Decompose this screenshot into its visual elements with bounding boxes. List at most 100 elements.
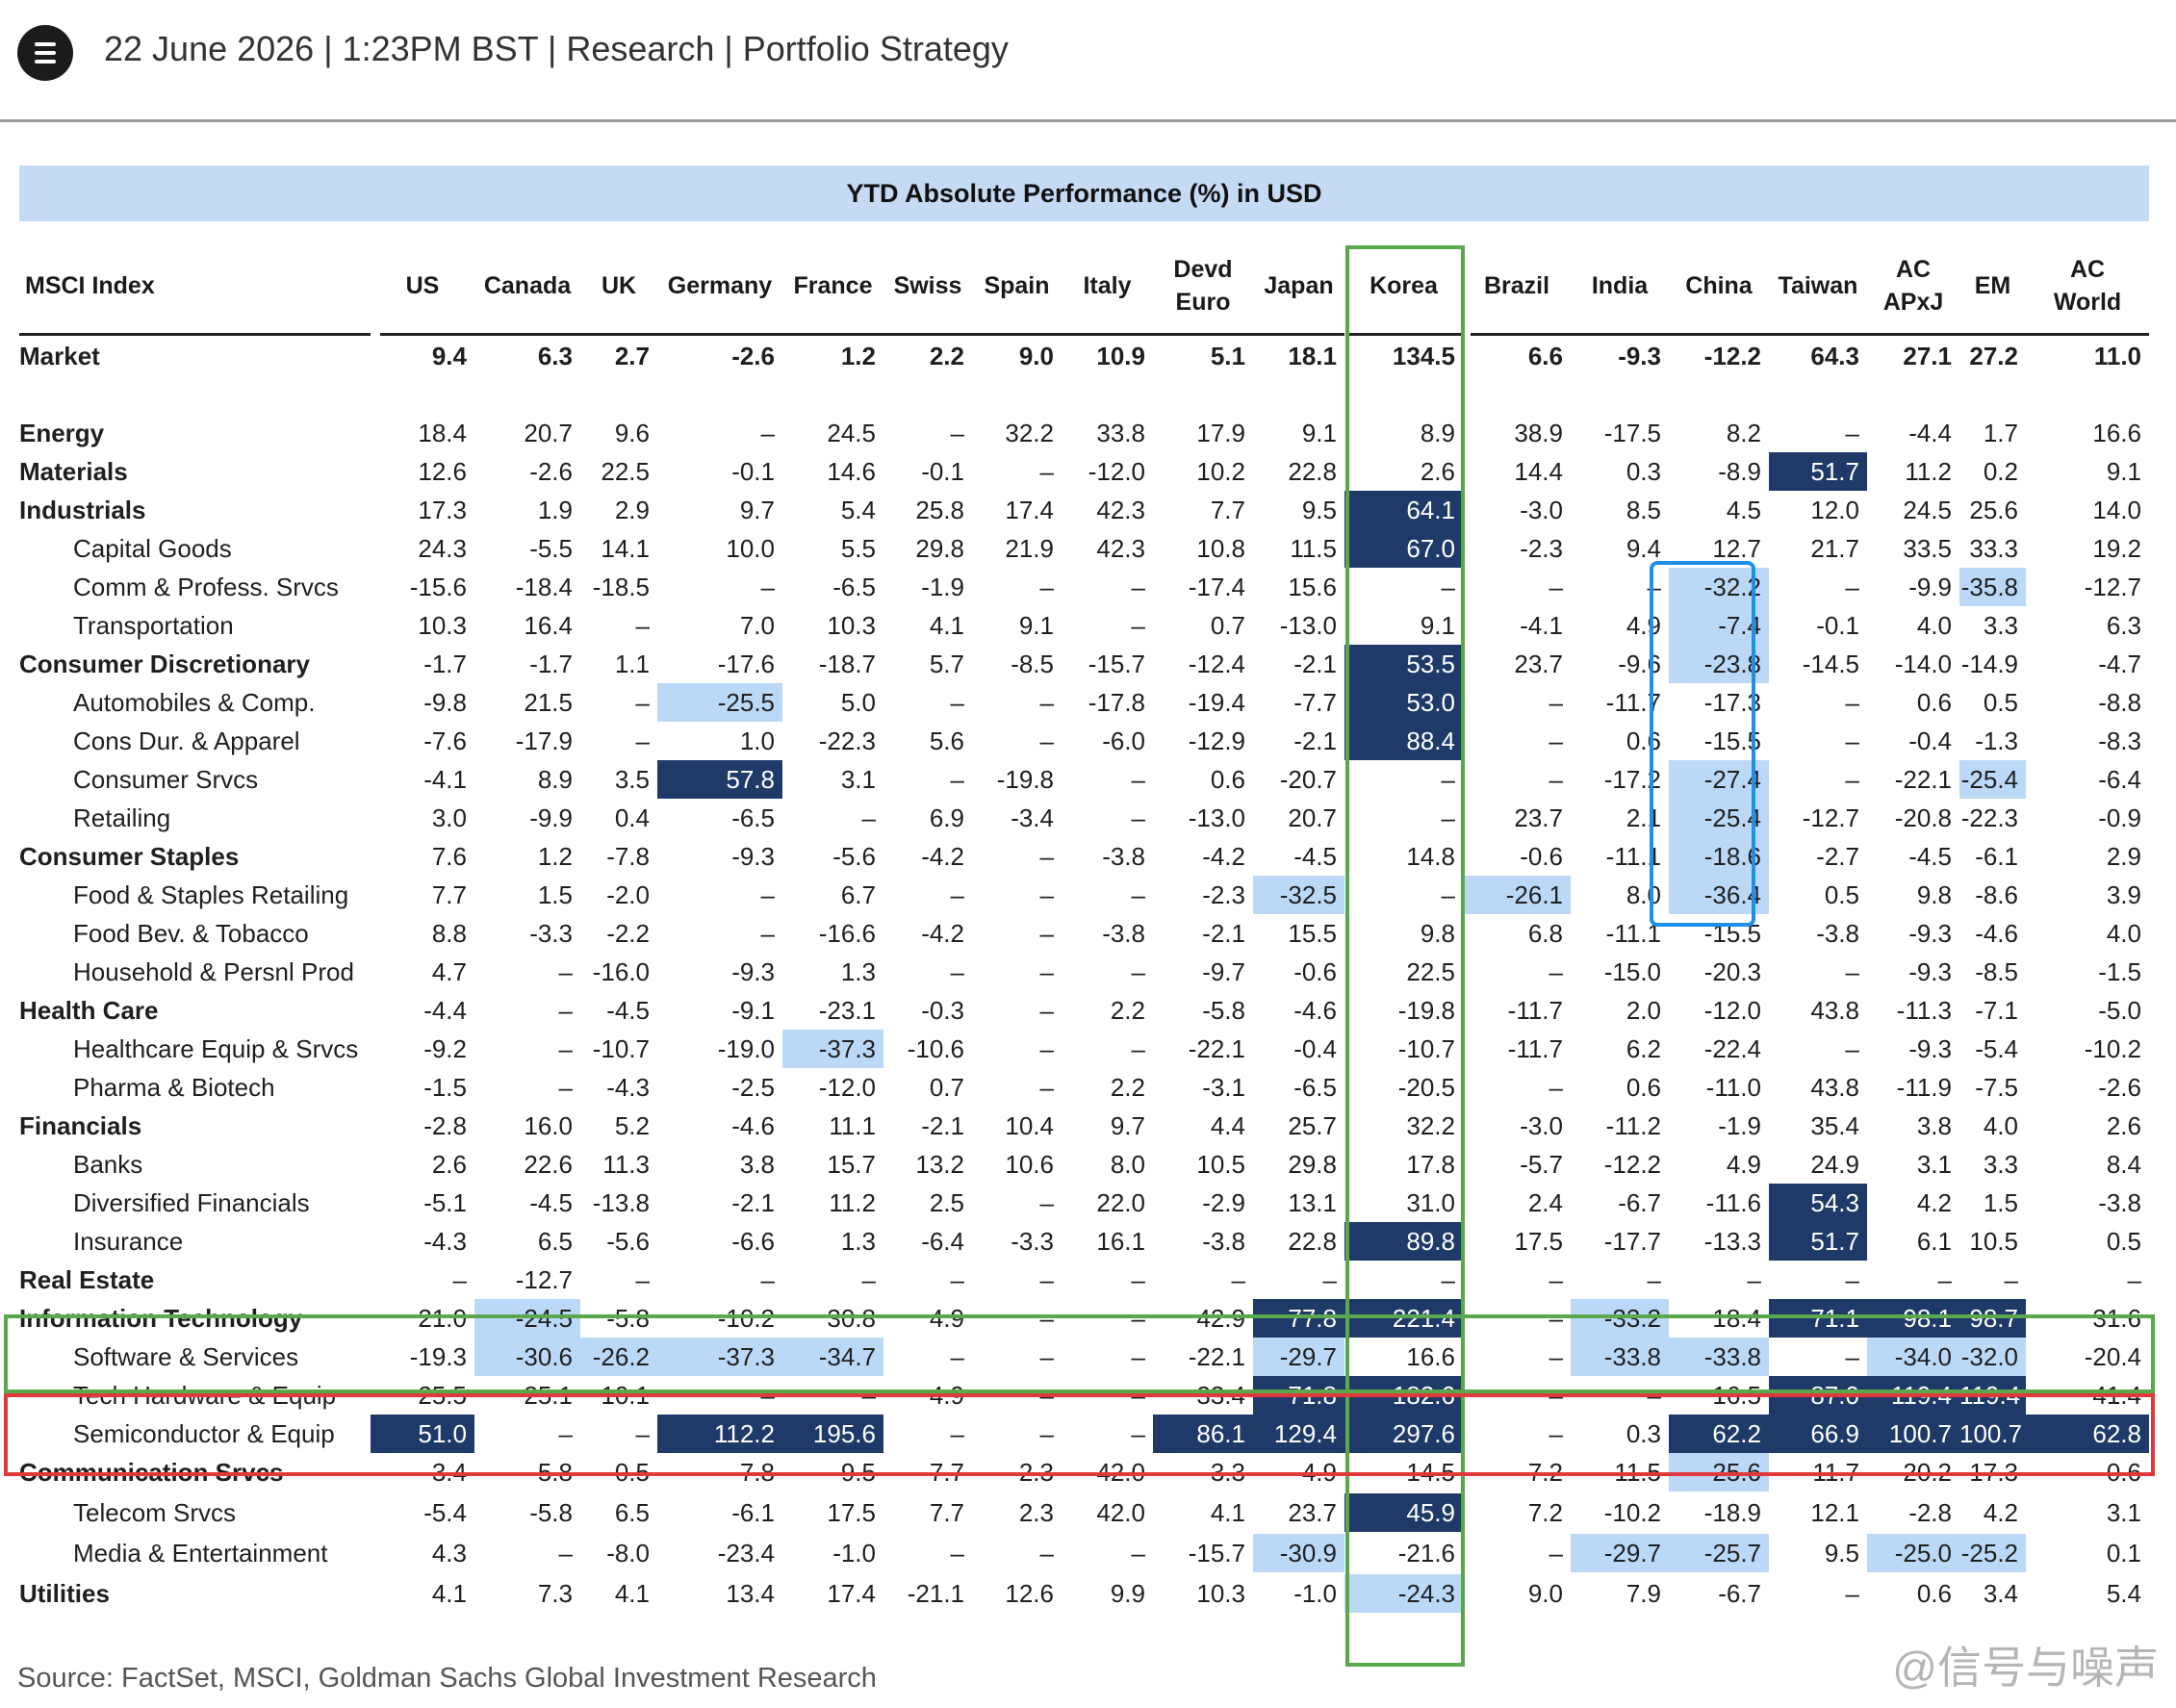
table-cell: 14.8: [1406, 842, 1455, 871]
table-cell: 7.7: [929, 1498, 964, 1527]
table-cell: 24.5: [1903, 496, 1952, 524]
table-cell: -1.9: [921, 573, 964, 601]
row-label: Healthcare Equip & Srvcs: [73, 1034, 359, 1063]
table-row: Industrials 17.3 1.9 2.9 9.7 5.4 25.8 17.4 42.3 7…: [19, 491, 2149, 529]
header-underline: [19, 333, 371, 336]
table-cell: -2.3: [1202, 880, 1245, 909]
table-row: Tech Hardware & Equip 25.5 25.1 10.1 – – 4.9 – –…: [19, 1376, 2149, 1415]
table-cell: 10.3: [827, 611, 876, 640]
table-cell: -7.4: [1669, 606, 1769, 645]
table-cell: 10.1: [601, 1381, 650, 1410]
table-row: Insurance -4.3 6.5 -5.6 -6.6 1.3 -6.4 -3.3 16.1 -…: [19, 1222, 2149, 1261]
table-cell: -23.1: [818, 996, 876, 1025]
table-cell: 9.7: [739, 496, 775, 524]
table-cell: -6.5: [832, 573, 876, 601]
row-label: Communication Srvcs: [19, 1458, 284, 1487]
row-label: Industrials: [19, 496, 146, 524]
table-cell: –: [1131, 573, 1145, 601]
table-cell: -1.9: [1718, 1111, 1761, 1140]
table-cell: 4.7: [431, 957, 467, 986]
table-cell: –: [1131, 1539, 1145, 1568]
table-cell: –: [1131, 957, 1145, 986]
table-cell: -17.8: [1088, 688, 1145, 717]
table-cell: 17.4: [827, 1579, 876, 1608]
table-cell: -12.4: [1188, 650, 1245, 678]
table-cell: 297.6: [1344, 1415, 1463, 1453]
table-cell: –: [1039, 1381, 1054, 1410]
table-cell: 4.9: [929, 1381, 964, 1410]
table-cell: 9.6: [614, 419, 650, 447]
table-cell: –: [1131, 1034, 1145, 1063]
table-cell: 15.7: [827, 1150, 876, 1179]
table-row: Communication Srvcs 3.4 -5.8 0.5 -7.8 9.5 7.7 2…: [19, 1453, 2149, 1491]
table-cell: -34.0: [1867, 1338, 1959, 1376]
table-cell: 4.0: [2106, 919, 2141, 948]
table-cell: –: [1039, 957, 1054, 986]
table-cell: 1.5: [537, 880, 573, 909]
table-cell: 2.6: [431, 1150, 467, 1179]
table-cell: 27.2: [1969, 342, 2018, 370]
table-cell: -14.9: [1960, 650, 2018, 678]
table-cell: 17.5: [827, 1498, 876, 1527]
table-cell: 24.9: [1810, 1150, 1859, 1179]
table-row: Media & Entertainment 4.3 – -8.0 -23.4 -1.0 – –…: [19, 1534, 2149, 1572]
table-cell: -13.0: [1279, 611, 1337, 640]
row-label: Consumer Discretionary: [19, 650, 310, 678]
table-cell: -17.3: [1960, 1458, 2018, 1487]
table-cell: 6.8: [1527, 919, 1563, 948]
table-cell: -24.3: [1344, 1574, 1463, 1613]
table-cell: 10.8: [1196, 534, 1245, 563]
table-cell: –: [1845, 573, 1859, 601]
table-cell: 9.1: [1301, 419, 1337, 447]
table-cell: 0.6: [2106, 1458, 2141, 1487]
column-header-germany: Germany: [667, 272, 773, 299]
table-cell: -4.2: [921, 842, 964, 871]
table-row: Comm & Profess. Srvcs -15.6 -18.4 -18.5 – -6.…: [19, 568, 2149, 606]
table-cell: -7.1: [1975, 996, 2018, 1025]
table-cell: –: [1549, 573, 1563, 601]
table-cell: 4.5: [1726, 496, 1761, 524]
table-cell: –: [452, 1265, 467, 1294]
table-cell: 10.0: [726, 534, 775, 563]
table-cell: -12.0: [818, 1073, 876, 1102]
table-cell: -8.5: [1011, 650, 1054, 678]
row-label: Retailing: [73, 803, 171, 832]
table-cell: 87.0: [1769, 1376, 1867, 1415]
table-cell: -33.8: [1571, 1338, 1669, 1376]
table-cell: -17.5: [1603, 419, 1661, 447]
table-cell: 21.0: [418, 1304, 467, 1333]
table-cell: -32.2: [1669, 568, 1769, 606]
table-cell: 1.2: [840, 342, 876, 370]
table-cell: -27.4: [1669, 760, 1769, 799]
table-cell: -13.0: [1188, 803, 1245, 832]
table-cell: –: [1039, 1188, 1054, 1217]
table-cell: –: [1549, 727, 1563, 755]
table-cell: 4.0: [1916, 611, 1952, 640]
table-cell: -20.7: [1279, 765, 1337, 794]
table-cell: 0.4: [614, 803, 650, 832]
table-cell: –: [1845, 1265, 1859, 1294]
table-cell: 100.7: [1867, 1415, 1959, 1453]
menu-icon[interactable]: [17, 25, 73, 81]
table-cell: 23.7: [1288, 1498, 1337, 1527]
table-cell: 2.7: [614, 342, 650, 370]
table-cell: -7.8: [731, 1458, 775, 1487]
table-cell: –: [1039, 1342, 1054, 1371]
table-cell: 11.2: [829, 1188, 876, 1217]
table-cell: 2.6: [2106, 1111, 2141, 1140]
table-cell: 42.9: [1196, 1304, 1245, 1333]
table-cell: 30.8: [827, 1304, 876, 1333]
table-cell: 11.3: [602, 1150, 650, 1179]
table-cell: -20.3: [1703, 957, 1761, 986]
table-cell: -4.6: [1293, 996, 1337, 1025]
table-cell: -17.6: [717, 650, 775, 678]
table-cell: –: [1747, 1265, 1761, 1294]
table-cell: -23.8: [1669, 645, 1769, 683]
table-cell: 5.7: [929, 650, 964, 678]
table-cell: –: [1845, 688, 1859, 717]
column-header-brazil: Brazil: [1483, 272, 1550, 299]
table-cell: -12.7: [2084, 573, 2141, 601]
row-label: Food & Staples Retailing: [73, 880, 349, 909]
table-cell: 8.8: [431, 919, 467, 948]
table-cell: -10.2: [717, 1304, 775, 1333]
